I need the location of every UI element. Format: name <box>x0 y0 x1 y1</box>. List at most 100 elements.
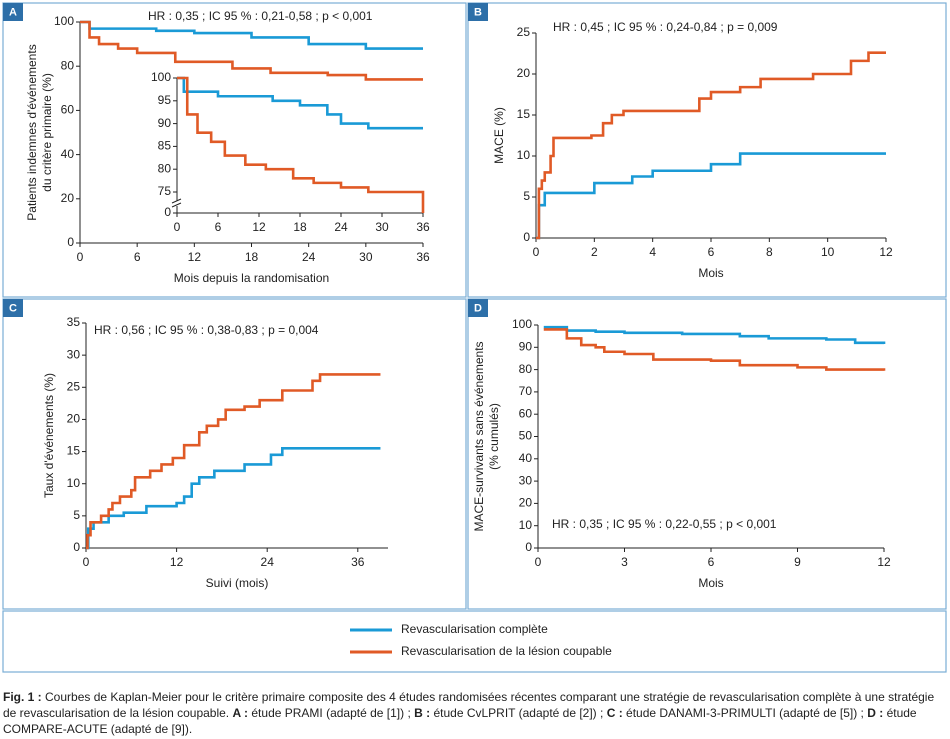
x-tick-label: 4 <box>649 245 656 259</box>
y-tick-label: 0 <box>525 540 532 554</box>
x-tick-label: 12 <box>879 245 893 259</box>
x-tick-label: 0 <box>533 245 540 259</box>
x-tick-label: 2 <box>591 245 598 259</box>
annotation: HR : 0,45 ; IC 95 % : 0,24-0,84 ; p = 0,… <box>553 20 778 34</box>
panel-badge <box>468 299 488 317</box>
y-tick-label: 20 <box>61 191 75 205</box>
x-tick-label: 6 <box>215 220 222 234</box>
y-tick-label: 30 <box>67 347 81 361</box>
caption-text: Courbes de Kaplan-Meier pour le critère … <box>3 690 935 720</box>
y-tick-label: 60 <box>519 406 533 420</box>
panel-letter: A <box>9 6 17 18</box>
caption-text: étude CvLPRIT (adapté de [2]) ; <box>430 706 607 720</box>
x-tick-label: 24 <box>302 250 316 264</box>
x-axis-title: Suivi (mois) <box>206 576 269 590</box>
x-tick-label: 3 <box>621 555 628 569</box>
y-axis-title: MACE (%) <box>492 107 506 164</box>
x-tick-label: 9 <box>794 555 801 569</box>
x-tick-label: 24 <box>261 555 275 569</box>
y-tick-label: 25 <box>67 379 81 393</box>
y-tick-label: 15 <box>517 107 531 121</box>
x-tick-label: 36 <box>416 250 430 264</box>
km-curve <box>177 76 423 130</box>
axis-break <box>172 201 182 206</box>
y-axis-title: MACE-survivants sans événements <box>472 341 486 531</box>
x-tick-label: 0 <box>83 555 90 569</box>
y-axis-title: (% cumulés) <box>487 403 501 470</box>
x-tick-label: 18 <box>293 220 307 234</box>
x-tick-label: 12 <box>188 250 202 264</box>
x-tick-label: 6 <box>134 250 141 264</box>
y-tick-label: 0 <box>164 205 171 219</box>
caption-text: B : <box>414 706 431 720</box>
caption-text: D : <box>867 706 884 720</box>
caption-text: étude COMPARE-ACUTE (adapté de [9]). <box>3 706 917 736</box>
km-curve <box>86 373 381 550</box>
caption-text: étude DANAMI-3-PRIMULTI (adapté de [5]) … <box>622 706 868 720</box>
y-tick-label: 30 <box>519 473 533 487</box>
y-tick-label: 95 <box>158 93 172 107</box>
km-curve <box>80 20 423 50</box>
panel-frame <box>467 298 947 610</box>
x-axis-title: Mois depuis la randomisation <box>174 271 329 285</box>
km-curve <box>543 328 886 371</box>
y-tick-label: 40 <box>61 147 75 161</box>
y-tick-label: 20 <box>67 412 81 426</box>
axis-break <box>171 202 182 208</box>
y-tick-label: 10 <box>519 518 533 532</box>
axis-break <box>171 198 182 204</box>
x-tick-label: 0 <box>174 220 181 234</box>
panel-badge <box>3 3 23 21</box>
y-tick-label: 100 <box>512 317 532 331</box>
y-tick-label: 80 <box>158 161 172 175</box>
km-curve <box>177 76 425 213</box>
x-axis-title: Mois <box>698 576 723 590</box>
panel-frame <box>2 298 467 610</box>
x-tick-label: 12 <box>877 555 891 569</box>
y-tick-label: 80 <box>519 362 533 376</box>
legend-label: Revascularisation complète <box>401 622 548 636</box>
y-tick-label: 70 <box>519 384 533 398</box>
caption-text: A : <box>232 706 249 720</box>
x-tick-label: 30 <box>375 220 389 234</box>
caption: Fig. 1 : Courbes de Kaplan-Meier pour le… <box>3 689 947 737</box>
y-tick-label: 5 <box>523 189 530 203</box>
km-curve <box>80 20 423 81</box>
y-tick-label: 40 <box>519 451 533 465</box>
y-tick-label: 10 <box>517 148 531 162</box>
x-tick-label: 12 <box>170 555 184 569</box>
y-tick-label: 85 <box>158 139 172 153</box>
y-tick-label: 5 <box>73 508 80 522</box>
y-axis-title: du critère primaire (%) <box>40 73 54 192</box>
panel-letter: B <box>474 6 482 18</box>
y-axis-title: Patients indemnes d'événements <box>25 44 39 220</box>
km-curve <box>536 152 886 240</box>
km-curve <box>543 325 886 345</box>
legend-frame <box>2 610 947 673</box>
x-axis-title: Mois <box>698 266 723 280</box>
x-tick-label: 0 <box>77 250 84 264</box>
y-tick-label: 100 <box>151 70 171 84</box>
x-tick-label: 36 <box>416 220 430 234</box>
annotation: HR : 0,35 ; IC 95 % : 0,22-0,55 ; p < 0,… <box>552 517 777 531</box>
panel-letter: D <box>474 302 482 314</box>
legend-label: Revascularisation de la lésion coupable <box>401 644 612 658</box>
y-tick-label: 20 <box>519 496 533 510</box>
panel-letter: C <box>9 302 17 314</box>
x-tick-label: 6 <box>708 555 715 569</box>
annotation: HR : 0,35 ; IC 95 % : 0,21-0,58 ; p < 0,… <box>148 9 373 23</box>
km-curve <box>536 51 886 240</box>
annotation: HR : 0,56 ; IC 95 % : 0,38-0,83 ; p = 0,… <box>94 323 319 337</box>
x-tick-label: 36 <box>351 555 365 569</box>
panel-frame <box>467 2 947 298</box>
km-curve <box>86 447 381 550</box>
y-tick-label: 50 <box>519 429 533 443</box>
y-tick-label: 80 <box>61 58 75 72</box>
caption-text: Fig. 1 : <box>3 690 42 704</box>
panel-badge <box>3 299 23 317</box>
y-tick-label: 10 <box>67 476 81 490</box>
y-tick-label: 35 <box>67 315 81 329</box>
x-tick-label: 8 <box>766 245 773 259</box>
